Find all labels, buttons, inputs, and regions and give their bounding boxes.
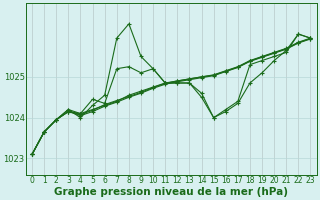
X-axis label: Graphe pression niveau de la mer (hPa): Graphe pression niveau de la mer (hPa) (54, 187, 288, 197)
